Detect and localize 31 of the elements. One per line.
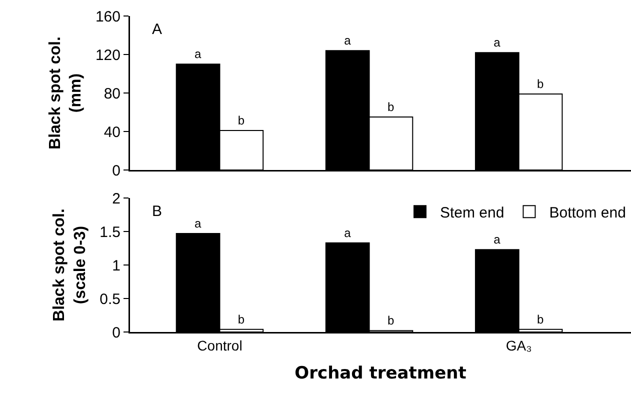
data-label: a xyxy=(494,232,501,247)
data-label: b xyxy=(537,76,544,91)
annotation: B xyxy=(152,203,162,220)
data-label: b xyxy=(387,314,394,328)
y-tick-label: 160 xyxy=(95,8,120,26)
legend-label: Bottom end xyxy=(549,204,626,222)
y-tick-label: 0 xyxy=(112,162,120,180)
y-axis-title: Black spot col. (scale 0-3) xyxy=(50,208,89,322)
x-tick-label: GA₃ xyxy=(506,337,532,354)
data-label: b xyxy=(537,312,544,326)
y-tick-label: 120 xyxy=(95,46,120,64)
annotation: A xyxy=(152,21,162,38)
data-label: a xyxy=(344,226,352,240)
y-tick-label: 40 xyxy=(104,124,120,141)
y-tick-label: 1.5 xyxy=(100,224,120,241)
y-tick-label: 2 xyxy=(112,190,120,208)
y-tick-label: 1 xyxy=(112,257,120,274)
x-tick-label: Control xyxy=(197,337,242,354)
y-tick-label: 80 xyxy=(104,85,120,102)
y-tick-label: 0 xyxy=(112,324,120,342)
data-label: b xyxy=(387,100,394,114)
x-axis-title: Orchad treatment xyxy=(294,363,466,384)
y-axis-title: Black spot col. (mm) xyxy=(46,36,85,150)
y-tick-label: 0.5 xyxy=(100,290,120,308)
data-label: a xyxy=(344,34,352,48)
data-label: b xyxy=(238,114,245,128)
legend-label: Stem end xyxy=(440,204,504,222)
data-label: a xyxy=(494,36,501,50)
data-label: a xyxy=(194,47,202,62)
data-label: b xyxy=(238,312,245,326)
data-label: a xyxy=(194,216,202,231)
